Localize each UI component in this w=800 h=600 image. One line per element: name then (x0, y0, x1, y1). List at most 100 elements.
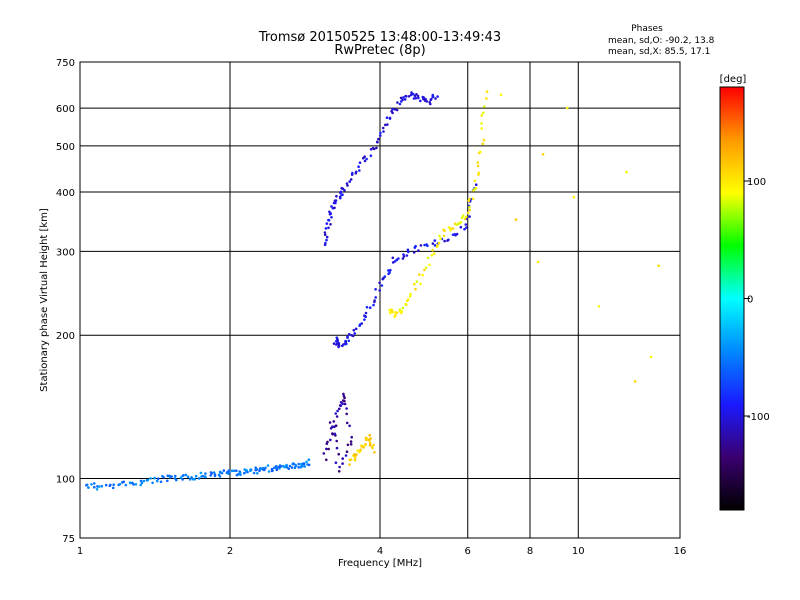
data-point (134, 483, 138, 486)
data-point (345, 450, 349, 454)
data-point (377, 137, 380, 141)
data-point (468, 205, 471, 209)
data-point (118, 482, 122, 486)
data-point (186, 475, 190, 479)
data-point (466, 211, 470, 215)
data-point (657, 264, 660, 268)
data-point (85, 483, 89, 487)
data-point (338, 407, 341, 411)
data-point (199, 471, 203, 475)
data-point (365, 157, 368, 161)
data-point (275, 468, 279, 472)
data-point (391, 311, 394, 314)
data-point (378, 281, 381, 285)
data-point (389, 268, 392, 272)
data-point (388, 311, 392, 315)
data-point (439, 237, 442, 240)
data-point (482, 138, 486, 142)
data-point (87, 486, 90, 489)
data-point (428, 100, 432, 104)
data-point (460, 216, 464, 220)
data-point (376, 140, 379, 144)
data-point (483, 105, 486, 108)
data-point (302, 462, 306, 466)
data-point (330, 216, 333, 219)
data-point (341, 462, 344, 465)
data-point (338, 465, 341, 469)
data-point (423, 243, 426, 247)
data-point (368, 433, 372, 437)
data-point (480, 127, 483, 130)
data-point (436, 95, 439, 98)
data-point (373, 451, 376, 454)
data-point (394, 313, 397, 317)
data-point (464, 223, 468, 226)
data-point (325, 235, 329, 239)
data-point (364, 315, 368, 319)
data-point (153, 476, 156, 480)
data-point (327, 218, 330, 222)
data-point (479, 150, 482, 154)
data-point (409, 93, 413, 97)
data-point (461, 214, 465, 217)
x-axis-label: Frequency [MHz] (338, 558, 422, 569)
data-point (139, 483, 142, 487)
data-point (368, 441, 372, 445)
data-point (459, 220, 463, 224)
data-point (358, 169, 361, 172)
data-point (353, 456, 357, 460)
data-point (406, 298, 410, 301)
data-point (379, 134, 382, 137)
data-point (204, 472, 207, 475)
data-point (360, 444, 363, 448)
phase-stat-o: mean, sd,O: -90.2, 13.8 (608, 36, 715, 46)
data-point (443, 229, 446, 232)
data-point (341, 402, 344, 406)
data-point (264, 466, 267, 470)
data-point (249, 468, 252, 472)
data-point (351, 334, 355, 338)
data-point (129, 481, 132, 485)
data-point (407, 250, 410, 254)
data-point (270, 469, 274, 473)
data-point (385, 116, 389, 119)
data-point (142, 479, 146, 483)
data-point (179, 476, 183, 479)
data-point (109, 483, 112, 487)
data-point (156, 477, 160, 481)
data-point (372, 303, 375, 307)
data-point (327, 226, 330, 230)
data-point (425, 243, 429, 246)
data-point (437, 241, 441, 245)
data-point (465, 226, 468, 229)
data-point (353, 453, 356, 456)
data-point (414, 287, 417, 291)
data-point (188, 478, 192, 481)
data-point (174, 474, 177, 478)
data-points (85, 90, 660, 491)
data-point (403, 98, 407, 101)
x-tick-label: 16 (674, 546, 687, 557)
data-point (326, 440, 329, 444)
data-point (209, 474, 212, 477)
data-point (348, 463, 351, 466)
x-tick-label: 1 (77, 546, 83, 557)
data-point (395, 108, 399, 112)
data-point (334, 424, 338, 428)
data-point (349, 178, 353, 181)
data-point (357, 165, 360, 168)
data-point (331, 432, 334, 435)
data-point (345, 182, 349, 185)
data-point (356, 449, 360, 452)
data-point (291, 462, 295, 465)
data-point (378, 289, 382, 292)
data-point (97, 485, 101, 488)
data-point (324, 227, 328, 230)
data-point (259, 467, 263, 470)
data-point (230, 469, 234, 473)
data-point (358, 323, 362, 326)
data-point (384, 123, 387, 127)
data-point (327, 447, 330, 451)
data-point (405, 95, 408, 98)
data-point (330, 205, 333, 208)
